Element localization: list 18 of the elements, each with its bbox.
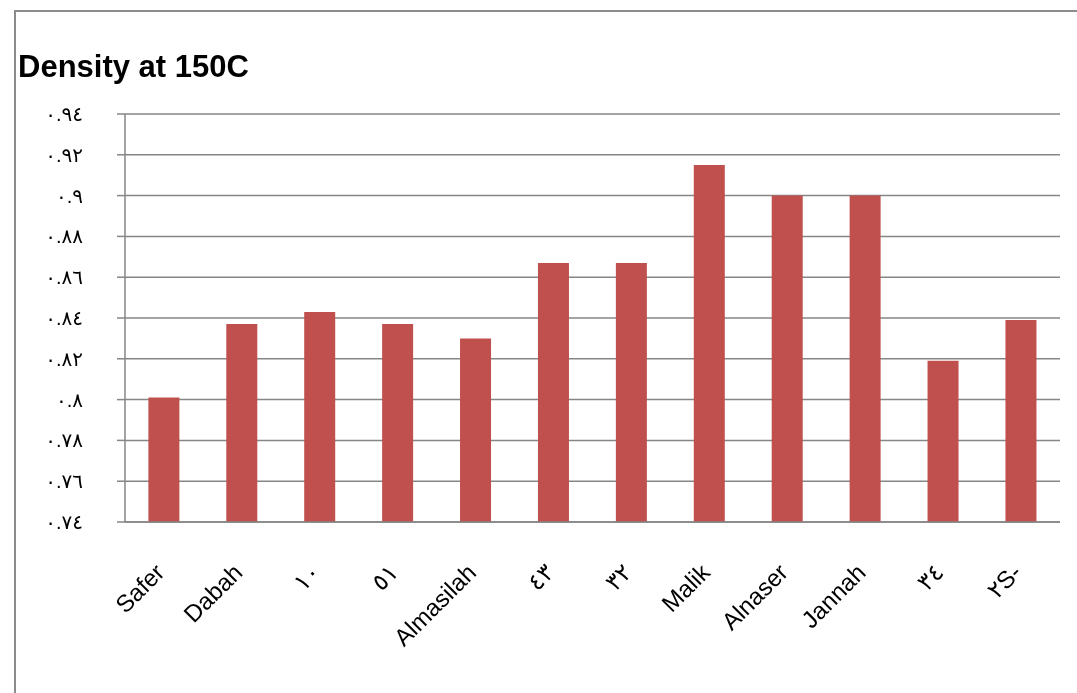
y-tick-label: ٠.٧٨ bbox=[45, 429, 84, 452]
y-tick-label: ٠.٩ bbox=[55, 184, 83, 207]
x-tick-label: ٤٣ bbox=[521, 558, 560, 596]
y-tick-label: ٠.٧٤ bbox=[45, 511, 83, 533]
y-tick-label: ٠.٩٢ bbox=[45, 143, 83, 166]
y-tick-label: ٠.٨٤ bbox=[45, 307, 83, 329]
y-tick-label: ٠.٨٢ bbox=[45, 347, 83, 370]
y-tick-label: ٠.٩٤ bbox=[45, 103, 83, 125]
y-tick-label: ٠.٧٦ bbox=[45, 470, 83, 493]
x-tick-label: ٣٢ bbox=[599, 558, 637, 596]
x-tick-label: ٢S- bbox=[981, 558, 1027, 604]
x-tick-label: ١٠ bbox=[288, 558, 326, 596]
x-tick-label: ٥١ bbox=[365, 558, 404, 596]
x-tick-label: ٣٤ bbox=[911, 558, 949, 596]
y-tick-label: ٠.٨٦ bbox=[45, 266, 83, 289]
y-tick-label: ٠.٨ bbox=[55, 388, 84, 411]
chart-title: Density at 150C bbox=[18, 49, 249, 85]
y-tick-label: ٠.٨٨ bbox=[45, 225, 84, 248]
